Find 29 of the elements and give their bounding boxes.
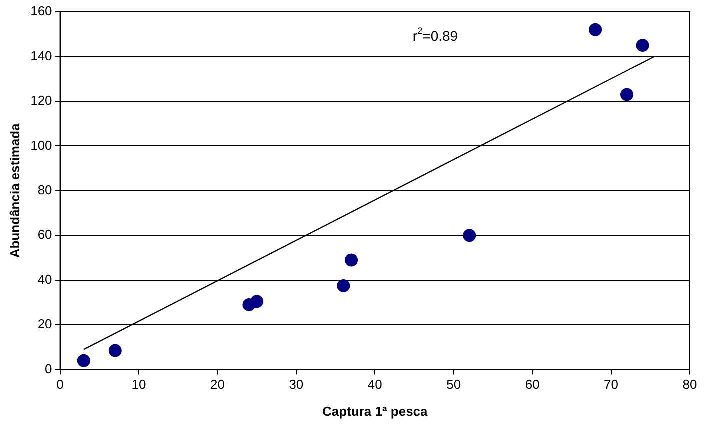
point (345, 254, 358, 267)
y-tick-label: 80 (38, 182, 52, 198)
x-tick-label: 20 (210, 377, 225, 392)
x-tick-label: 30 (289, 377, 304, 392)
point (636, 39, 650, 52)
y-tick-label: 40 (38, 272, 52, 287)
y-tick-label: 120 (30, 93, 52, 108)
x-tick-label: 10 (132, 377, 146, 392)
x-tick-label: 70 (604, 377, 619, 392)
y-tick-label: 160 (30, 4, 52, 19)
y-tick-label: 100 (30, 138, 52, 153)
y-tick-label: 60 (38, 227, 52, 242)
x-tick-label: 40 (368, 377, 382, 392)
x-tick-label: 50 (446, 377, 462, 392)
x-tick-label: 60 (525, 377, 540, 392)
y-tick-label: 20 (38, 316, 52, 332)
y-axis-title: Abundância estimada (7, 122, 22, 258)
x-tick-label: 80 (682, 377, 698, 392)
point (337, 279, 350, 292)
point (77, 354, 90, 368)
point (250, 295, 264, 308)
y-tick-label: 140 (30, 48, 52, 64)
point (108, 344, 122, 358)
y-tick-label: 0 (45, 361, 52, 376)
point (463, 229, 476, 242)
x-tick-label: 0 (56, 377, 64, 392)
point (589, 23, 602, 36)
x-axis-title: Captura 1ª pesca (322, 404, 429, 419)
point (620, 88, 634, 102)
